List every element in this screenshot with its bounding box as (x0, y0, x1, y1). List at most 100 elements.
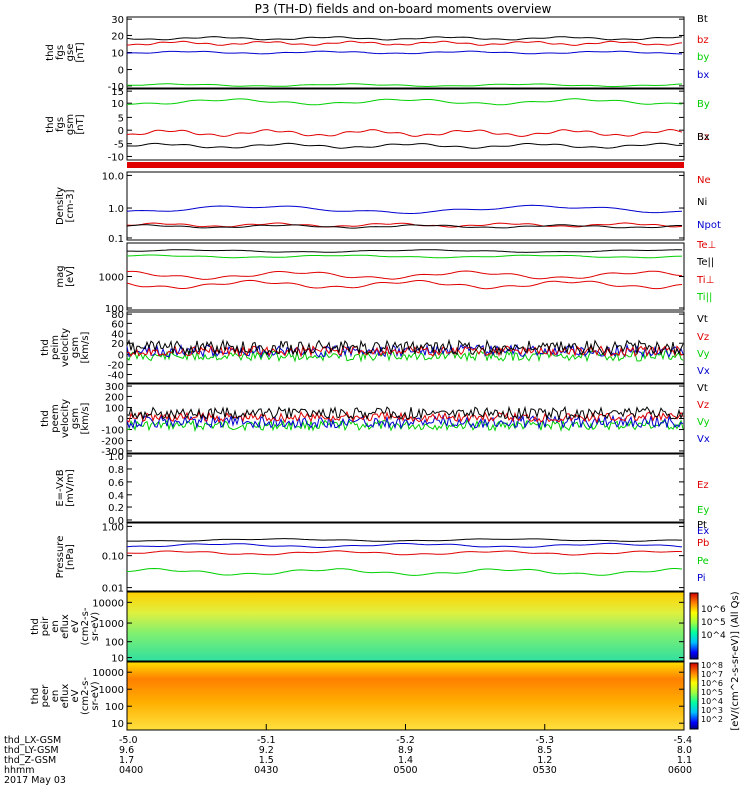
series-Pb (127, 550, 683, 556)
colorbar-tick: 10^7 (701, 670, 723, 679)
y-axis-label: peim (50, 335, 61, 360)
y-tick-label: -40 (108, 370, 124, 381)
y-tick-label: 10.0 (102, 171, 124, 182)
series-Pt (127, 538, 682, 542)
y-axis-label: sr-eV) (90, 612, 101, 641)
series-Ti|| (126, 254, 683, 259)
x-tick-lx: -5.1 (257, 735, 276, 746)
legend-Pe: Pe (697, 556, 709, 567)
y-tick-label: 60 (111, 319, 124, 330)
y-axis-label: E=-VxB (55, 469, 66, 506)
panel-frame (126, 171, 685, 241)
series-Vt (126, 338, 684, 357)
y-tick-label: 0 (118, 66, 124, 77)
y-tick-label: 1.0 (108, 452, 124, 463)
legend-Vz: Vz (697, 332, 709, 343)
legend-Pb: Pb (697, 538, 709, 549)
colorbar-peer (689, 662, 699, 730)
y-tick-label: 10 (111, 719, 124, 730)
legend-Bz: Bz (697, 132, 709, 143)
y-axis-label: eV (70, 620, 81, 633)
colorbar-tick: 10^5 (701, 688, 723, 697)
y-tick-label: 100 (105, 702, 124, 713)
series-bz (126, 40, 683, 46)
series-by (127, 83, 683, 88)
legend-Ne: Ne (697, 175, 711, 186)
y-tick-label: 5 (118, 113, 124, 124)
y-tick-label: -10 (108, 152, 124, 163)
y-tick-label: 300 (105, 382, 124, 393)
x-tick-lz: 1.2 (537, 755, 552, 766)
y-axis-label: sr-eV) (90, 681, 101, 710)
y-tick-label: 0.01 (102, 584, 124, 595)
panel-frame (126, 383, 685, 454)
x-tick-lz: 1.5 (259, 755, 274, 766)
x-row-label: hhmm (4, 765, 35, 776)
plot-title: P3 (TH-D) fields and on-board moments ov… (255, 2, 552, 16)
y-axis-label: gsm (70, 337, 81, 358)
legend-Te⊥: Te⊥ (696, 240, 716, 251)
y-axis-label: [nT] (75, 114, 86, 134)
y-tick-label: 10 (111, 99, 124, 110)
series-Ti⊥ (126, 279, 683, 290)
x-tick-lz: 1.1 (677, 755, 692, 766)
legend-Vt: Vt (697, 383, 708, 394)
series-Ni (126, 224, 682, 229)
colorbar-tick: 10^5 (701, 618, 726, 628)
series-Pe (126, 567, 683, 576)
panel-frame (126, 88, 685, 161)
x-tick-lx: -5.0 (119, 735, 138, 746)
y-tick-label: -10 (108, 82, 124, 93)
panel-density: 10.0 1.0 0.1 Density [cm-3] Ne Ni Npot (55, 171, 721, 245)
y-axis-label: [eV] (65, 266, 76, 287)
legend-bx: bx (697, 70, 709, 81)
panel-peer: 10000 1000 100 10 thd peer en eflux eV (cm2-s-sr-… (30, 661, 685, 731)
y-axis-label: en (50, 690, 61, 703)
y-tick-label: 0.6 (108, 478, 124, 489)
y-axis-label: peir (40, 616, 51, 636)
legend-Vy: Vy (697, 417, 710, 428)
y-axis-label: velocity (60, 328, 71, 367)
series-Te|| (127, 249, 683, 253)
y-axis-label: thd (45, 116, 56, 133)
series-Bx (126, 142, 682, 149)
legend-Ez: Ez (697, 480, 709, 491)
y-tick-label: 40 (111, 329, 124, 340)
y-axis-label: eV (70, 689, 81, 702)
y-tick-label: 0.1 (108, 234, 124, 245)
y-axis-label: thd (40, 410, 51, 427)
panel-frame (126, 522, 685, 592)
x-tick-hhmm: 0400 (119, 765, 143, 776)
y-tick-label: 1000 (99, 685, 124, 696)
series-Bt (126, 36, 683, 41)
legend-By: By (697, 99, 710, 110)
y-axis-label: thd (30, 688, 41, 705)
y-tick-label: 1000 (99, 619, 124, 630)
series-bx (126, 50, 682, 55)
y-tick-label: -20 (108, 361, 124, 372)
y-tick-label: 1.0 (108, 204, 124, 215)
panel-pressure: 1.00 0.10 0.01 Pressure [nPa] Pt Pb Pe Pi (55, 520, 709, 595)
panel-frame (126, 591, 685, 662)
y-tick-label: -300 (101, 447, 124, 458)
y-tick-label: 80 (111, 310, 124, 321)
colorbar-tick: 10^6 (701, 605, 726, 615)
y-axis-label: peem (50, 404, 61, 432)
legend-by: by (697, 52, 709, 63)
y-tick-label: 0 (118, 351, 124, 362)
x-tick-ly: 9.6 (119, 745, 134, 756)
y-tick-label: 10000 (92, 598, 124, 609)
y-axis-label: gsm (70, 408, 81, 429)
series-Vz (126, 410, 684, 424)
panel-frame (126, 453, 685, 523)
legend-Vt: Vt (697, 314, 708, 325)
y-axis-label: thd (30, 618, 41, 635)
y-axis-label: thd (40, 339, 51, 356)
series-Bz (126, 128, 683, 137)
series-Vy (126, 419, 684, 433)
y-axis-label: velocity (60, 399, 71, 438)
y-axis-label: [nPa] (65, 544, 76, 570)
